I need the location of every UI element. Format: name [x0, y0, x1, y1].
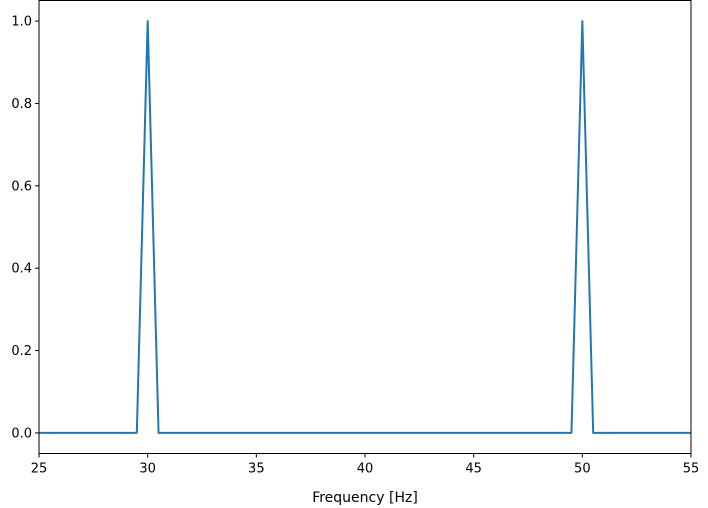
y-axis-ticks: 0.0 0.2 0.4 0.6 0.8 1.0	[11, 15, 39, 441]
x-tick-label: 30	[139, 462, 156, 477]
x-tick-label: 55	[683, 462, 700, 477]
y-tick-label: 1.0	[11, 15, 32, 30]
x-axis-ticks: 25 30 35 40 45 50 55	[31, 453, 700, 477]
y-tick-label: 0.6	[11, 179, 32, 194]
y-tick-label: 0.0	[11, 426, 32, 441]
series-line-spectrum	[39, 20, 691, 434]
x-tick-label: 40	[357, 462, 374, 477]
x-axis-label: Frequency [Hz]	[312, 490, 418, 506]
plot-frame	[38, 0, 692, 454]
y-tick-label: 0.4	[11, 262, 32, 277]
x-tick-label: 45	[465, 462, 482, 477]
x-tick-label: 35	[248, 462, 265, 477]
series-layer	[39, 20, 691, 434]
y-tick-label: 0.2	[11, 344, 32, 359]
x-tick-label: 50	[574, 462, 591, 477]
y-tick-label: 0.8	[11, 97, 32, 112]
plot-area	[39, 0, 691, 454]
x-tick-label: 25	[31, 462, 48, 477]
